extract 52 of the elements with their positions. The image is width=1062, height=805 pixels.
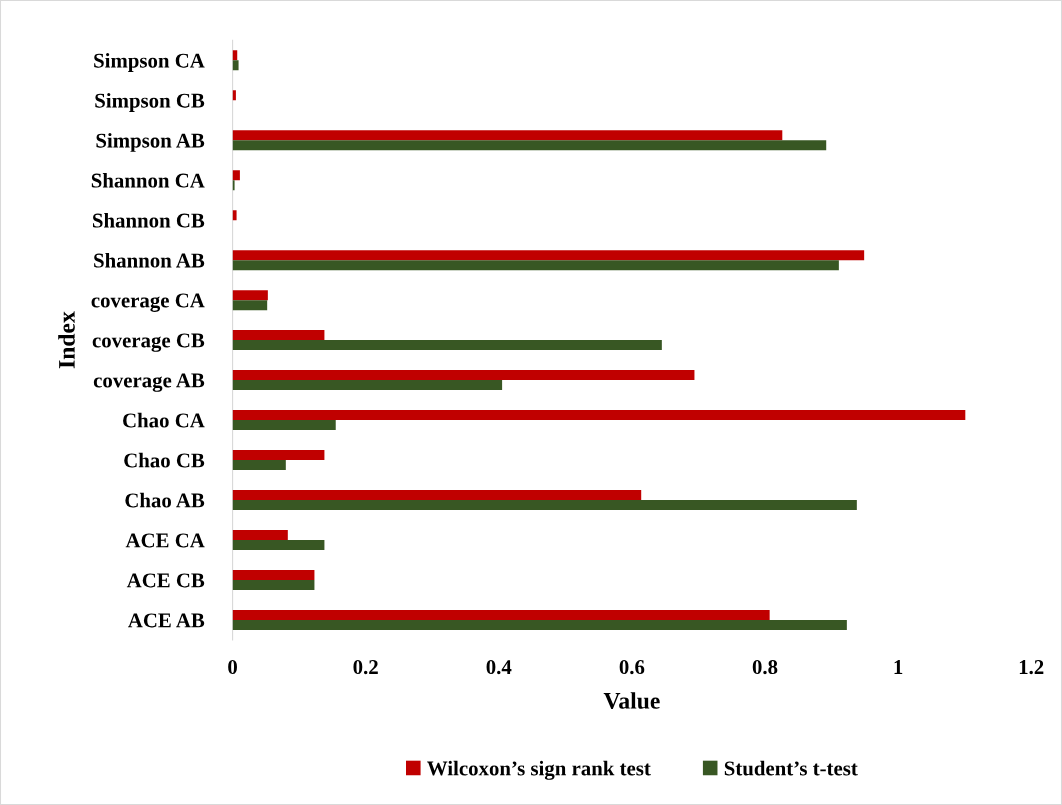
bar (232, 90, 236, 101)
bar (232, 500, 857, 511)
bar (232, 420, 336, 431)
bar (232, 619, 847, 630)
bar (232, 300, 268, 311)
bar (232, 340, 662, 351)
y-axis-title: Index (58, 311, 75, 369)
y-tick-label: ACE CB (126, 573, 205, 588)
y-tick-label: Chao CA (123, 412, 205, 428)
y-tick-label: ACE CA (125, 533, 205, 548)
bar (232, 250, 865, 261)
y-tick-label: Simpson AB (96, 132, 205, 152)
y-tick-label: Chao AB (125, 492, 205, 508)
y-tick-label: coverage CB (92, 333, 205, 352)
bar (232, 570, 315, 580)
bar (232, 330, 325, 341)
bar (232, 490, 642, 501)
bar (232, 460, 286, 471)
bar (232, 140, 827, 151)
bar (232, 260, 839, 271)
y-tick-label: Shannon CA (91, 172, 205, 188)
y-tick-label: coverage CA (91, 293, 205, 312)
y-tick-label: Shannon CB (93, 212, 205, 228)
bar (232, 130, 783, 141)
bar (232, 609, 770, 620)
x-tick-label: 1.2 (1019, 660, 1044, 675)
y-tick-label: Simpson CB (95, 92, 205, 112)
bar (232, 380, 503, 391)
y-tick-label: Simpson CA (94, 53, 205, 72)
bar (232, 210, 237, 221)
x-tick-label: 0.4 (486, 660, 512, 675)
legend-label: Student’s t-test (724, 760, 858, 776)
bar (232, 170, 240, 181)
legend-label: Wilcoxon’s sign rank test (427, 760, 651, 780)
bar (232, 450, 325, 461)
x-tick-label: 0.2 (353, 660, 378, 675)
bar (232, 410, 966, 421)
bar (232, 60, 239, 71)
bar (232, 290, 268, 301)
bar (232, 530, 288, 541)
y-tick-label: ACE AB (128, 613, 205, 628)
x-axis-title: Value (603, 692, 660, 709)
x-tick-label: 0.6 (619, 660, 645, 675)
x-tick-label: 0 (228, 660, 237, 675)
bar (232, 370, 695, 381)
y-tick-label: coverage AB (93, 373, 205, 392)
bar (232, 540, 325, 551)
bar (232, 580, 315, 590)
y-tick-label: Chao CB (124, 452, 205, 468)
x-tick-label: 1 (894, 660, 903, 674)
x-tick-label: 0.8 (752, 660, 778, 675)
y-tick-label: Shannon AB (94, 252, 205, 268)
